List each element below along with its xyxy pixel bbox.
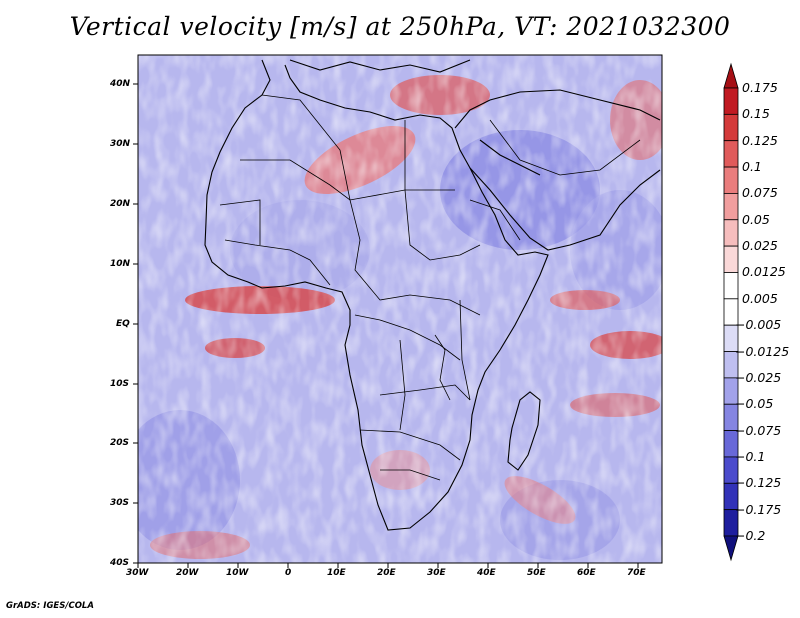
colorbar-swatch <box>723 166 739 194</box>
colorbar-swatch <box>723 245 739 273</box>
colorbar-label: −0.0125 <box>735 343 790 359</box>
colorbar-label: −0.2 <box>735 528 766 543</box>
colorbar-swatch <box>723 272 739 300</box>
colorbar-swatch <box>723 113 739 142</box>
colorbar-label: −0.1 <box>735 448 766 464</box>
lat-label-30s: 30S <box>110 498 130 508</box>
vertical-velocity-field <box>138 55 662 563</box>
colorbar-label: 0.1 <box>742 159 762 175</box>
map-frame <box>137 54 663 564</box>
lon-label-50e: 50E <box>527 568 546 578</box>
colorbar-swatch <box>723 193 739 221</box>
colorbar-label: 0.005 <box>742 290 778 306</box>
lon-label-10w: 10W <box>226 568 249 578</box>
lon-label-10e: 10E <box>327 568 346 578</box>
colorbar-swatch <box>723 219 739 247</box>
lat-label-20s: 20S <box>110 438 130 448</box>
colorbar <box>723 62 739 562</box>
colorbar-label: 0.0125 <box>742 264 786 280</box>
colorbar-label: 0.125 <box>742 132 778 148</box>
lon-label-0: 0 <box>285 568 292 578</box>
colorbar-label: −0.125 <box>735 475 782 491</box>
lat-label-eq: EQ <box>116 319 130 329</box>
lon-label-20w: 20W <box>176 568 199 578</box>
lon-label-20e: 20E <box>377 568 396 578</box>
colorbar-label: −0.05 <box>735 396 774 412</box>
lon-label-30w: 30W <box>126 568 149 578</box>
lat-label-40n: 40N <box>110 79 131 89</box>
colorbar-min-triangle <box>723 535 739 562</box>
colorbar-swatch <box>723 140 739 168</box>
lon-ticks <box>137 563 639 568</box>
lon-label-70e: 70E <box>627 568 646 578</box>
lat-label-20n: 20N <box>110 199 131 209</box>
lat-label-30n: 30N <box>110 139 131 149</box>
colorbar-swatch <box>723 87 739 115</box>
colorbar-label: 0.175 <box>742 80 778 95</box>
coastlines <box>204 59 661 531</box>
country-borders <box>219 94 641 481</box>
lat-label-10n: 10N <box>110 259 131 269</box>
colorbar-label: 0.05 <box>742 211 770 227</box>
lon-label-60e: 60E <box>577 568 596 578</box>
colorbar-label: −0.005 <box>735 317 782 333</box>
colorbar-label: 0.025 <box>742 238 778 254</box>
lat-label-10s: 10S <box>110 379 130 389</box>
colorbar-max-triangle <box>723 62 739 89</box>
colorbar-label: 0.15 <box>742 106 770 122</box>
colorbar-label: 0.075 <box>742 185 778 201</box>
lon-label-40e: 40E <box>477 568 496 578</box>
grads-credit: GrADS: IGES/COLA <box>6 601 94 611</box>
lon-label-30e: 30E <box>427 568 446 578</box>
map-title: Vertical velocity [m/s] at 250hPa, VT: 2… <box>69 12 731 41</box>
colorbar-label: −0.025 <box>735 369 782 385</box>
lat-label-40s: 40S <box>110 558 130 568</box>
colorbar-label: −0.075 <box>735 422 782 438</box>
colorbar-label: −0.175 <box>735 501 782 517</box>
lat-ticks <box>133 83 138 564</box>
